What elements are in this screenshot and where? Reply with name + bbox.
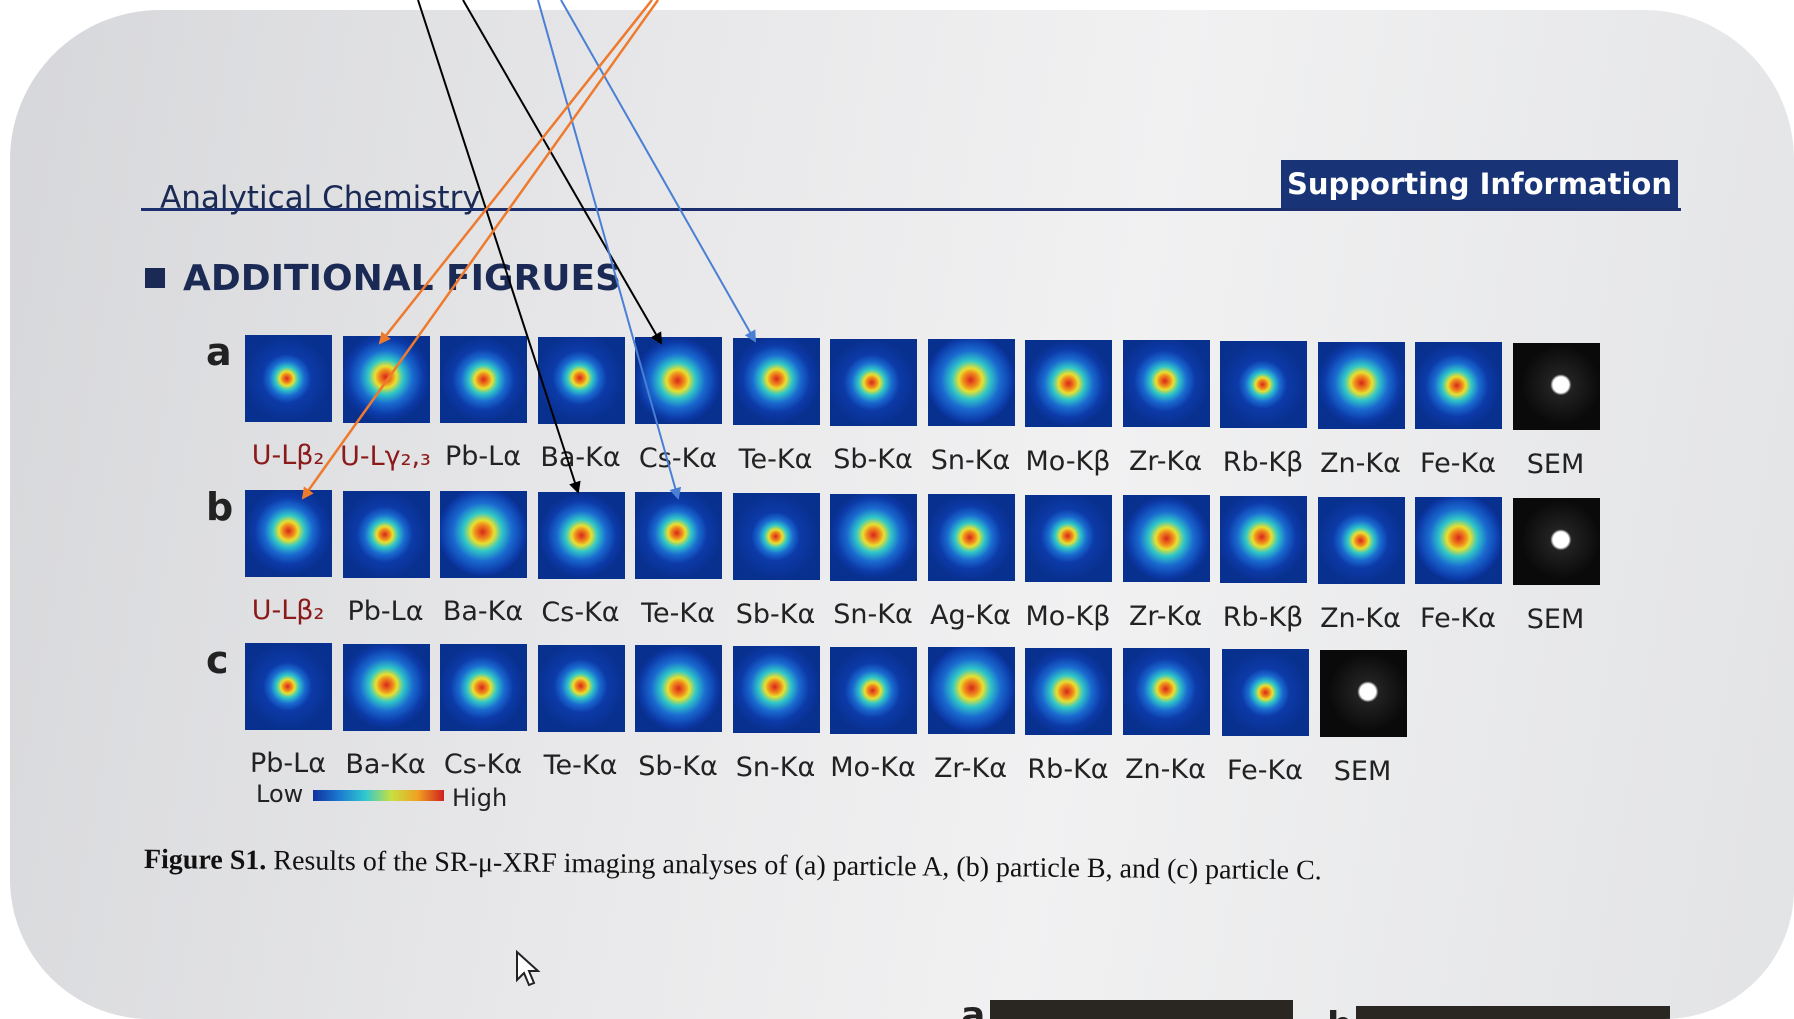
- screen-photo: Analytical Chemistry Supporting Informat…: [10, 10, 1794, 1019]
- panel-label: SEM: [1526, 449, 1585, 481]
- panel-label: Zn-Kα: [1320, 602, 1401, 634]
- panel-label: Fe-Kα: [1420, 603, 1496, 635]
- panel-label: Mo-Kα: [830, 752, 916, 784]
- xrf-map: [635, 337, 722, 425]
- panel-label: Zr-Kα: [1128, 601, 1203, 633]
- panel-label: Pb-Lα: [249, 748, 326, 779]
- panel-label: Zn-Kα: [1125, 754, 1206, 786]
- panel-label: Sb-Kα: [638, 750, 718, 782]
- xrf-map: [1222, 649, 1309, 736]
- xrf-map: [732, 493, 820, 580]
- panel-label: Fe-Kα: [1227, 755, 1303, 786]
- panel-label: Mo-Kβ: [1025, 600, 1111, 632]
- panel-label: Ba-Kα: [540, 442, 621, 474]
- panel-label: Ba-Kα: [442, 596, 524, 628]
- next-figure-panel: [990, 1000, 1293, 1019]
- panel-label: Sb-Kα: [735, 598, 816, 630]
- xrf-map: [245, 643, 332, 730]
- panel-label: Te-Kα: [543, 750, 618, 782]
- row-label: a: [206, 330, 232, 374]
- xrf-map: [927, 647, 1015, 735]
- section-tag: Supporting Information: [1281, 160, 1678, 208]
- sem-image: [1512, 342, 1600, 430]
- xrf-map: [1122, 340, 1210, 428]
- xrf-map: [732, 338, 820, 425]
- panel-label: SEM: [1526, 604, 1585, 636]
- panel-label: SEM: [1333, 755, 1392, 787]
- xrf-map: [1317, 496, 1405, 584]
- xrf-map: [1415, 497, 1502, 585]
- next-figure-panel: [1356, 1006, 1670, 1019]
- panel-label: Cs-Kα: [541, 597, 620, 629]
- colorbar-low: Low: [256, 780, 304, 808]
- xrf-map: [830, 338, 917, 426]
- xrf-map: [927, 339, 1015, 427]
- xrf-map: [342, 643, 430, 731]
- panel-label: U-Lβ₂: [251, 595, 325, 626]
- xrf-map: [1415, 342, 1502, 430]
- panel-label: U-Lγ₂,₃: [340, 440, 431, 472]
- panel-label: Rb-Kβ: [1222, 447, 1304, 478]
- xrf-map: [1122, 648, 1210, 736]
- xrf-map: [537, 644, 625, 732]
- xrf-map: [1025, 494, 1112, 582]
- panel-label: U-Lβ₂: [251, 440, 325, 471]
- sem-image: [1512, 497, 1600, 585]
- xrf-map: [732, 646, 820, 733]
- panel-label: Ba-Kα: [345, 748, 426, 780]
- next-figure-label: a: [961, 995, 986, 1019]
- xrf-map: [1025, 339, 1112, 427]
- xrf-map: [830, 646, 917, 734]
- panel-label: Te-Kα: [641, 597, 715, 629]
- next-figure-label: b: [1327, 1005, 1353, 1019]
- xrf-map: [1220, 496, 1307, 583]
- xrf-map: [927, 494, 1015, 582]
- panel-label: Pb-Lα: [444, 441, 521, 473]
- xrf-map: [1317, 341, 1405, 429]
- panel-label: Cs-Kα: [443, 749, 523, 781]
- xrf-map: [440, 336, 527, 424]
- panel-label: Rb-Kα: [1027, 753, 1109, 785]
- panel-label: Fe-Kα: [1420, 448, 1496, 480]
- row-label: c: [206, 638, 229, 682]
- row-label: b: [206, 485, 234, 529]
- panel-label: Ag-Kα: [930, 599, 1011, 631]
- xrf-map: [440, 491, 527, 579]
- xrf-map: [245, 490, 332, 577]
- panel-label: Mo-Kβ: [1025, 445, 1111, 477]
- xrf-map: [1025, 647, 1112, 735]
- sem-image: [1319, 649, 1407, 737]
- panel-label: Zn-Kα: [1320, 447, 1401, 479]
- mouse-cursor: [516, 950, 541, 987]
- xrf-map: [1220, 341, 1307, 428]
- panel-label: Sb-Kα: [833, 444, 913, 476]
- xrf-map: [342, 490, 430, 578]
- xrf-map: [342, 335, 430, 423]
- colorbar: [313, 790, 444, 801]
- panel-label: Zr-Kα: [933, 752, 1008, 784]
- panel-label: Pb-Lα: [347, 595, 424, 627]
- panel-label: Te-Kα: [738, 443, 813, 475]
- xrf-map: [537, 491, 625, 579]
- xrf-map: [635, 492, 722, 580]
- bullet: [145, 268, 165, 288]
- xrf-map: [635, 645, 722, 733]
- colorbar-high: High: [452, 784, 508, 812]
- panel-label: Sn-Kα: [930, 444, 1011, 476]
- xrf-map: [830, 493, 917, 581]
- header-rule: [141, 208, 1681, 211]
- panel-label: Cs-Kα: [638, 442, 718, 474]
- xrf-map: [440, 644, 527, 732]
- panel-label: Rb-Kβ: [1222, 602, 1304, 633]
- panel-label: Zr-Kα: [1128, 446, 1203, 478]
- panel-label: Sn-Kα: [735, 751, 816, 783]
- xrf-map: [245, 335, 332, 422]
- xrf-map: [1122, 495, 1210, 583]
- panel-label: Sn-Kα: [833, 599, 913, 631]
- section-title: ADDITIONAL FIGRUES: [183, 258, 622, 299]
